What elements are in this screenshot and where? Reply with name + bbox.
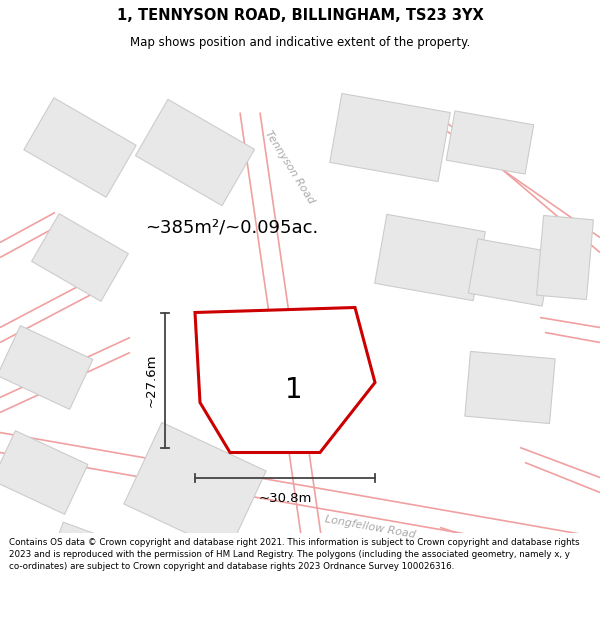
- Polygon shape: [24, 98, 136, 198]
- Text: Tennyson Road: Tennyson Road: [263, 129, 317, 206]
- Text: ~385m²/~0.095ac.: ~385m²/~0.095ac.: [145, 219, 318, 236]
- Text: ~30.8m: ~30.8m: [259, 491, 311, 504]
- Text: ~27.6m: ~27.6m: [145, 353, 158, 407]
- Polygon shape: [32, 214, 128, 301]
- Polygon shape: [330, 94, 450, 181]
- Text: 1: 1: [286, 376, 303, 404]
- Text: 1, TENNYSON ROAD, BILLINGHAM, TS23 3YX: 1, TENNYSON ROAD, BILLINGHAM, TS23 3YX: [116, 8, 484, 23]
- Polygon shape: [446, 111, 534, 174]
- Text: Contains OS data © Crown copyright and database right 2021. This information is : Contains OS data © Crown copyright and d…: [9, 538, 580, 571]
- Polygon shape: [0, 326, 93, 409]
- Polygon shape: [536, 216, 593, 299]
- Polygon shape: [136, 99, 254, 206]
- Text: Longfellow Road: Longfellow Road: [324, 514, 416, 541]
- Polygon shape: [195, 308, 375, 452]
- Polygon shape: [465, 351, 555, 424]
- Polygon shape: [468, 239, 552, 306]
- Polygon shape: [0, 431, 88, 514]
- Polygon shape: [43, 522, 157, 612]
- Polygon shape: [124, 422, 266, 552]
- Polygon shape: [374, 214, 485, 301]
- Text: Map shows position and indicative extent of the property.: Map shows position and indicative extent…: [130, 36, 470, 49]
